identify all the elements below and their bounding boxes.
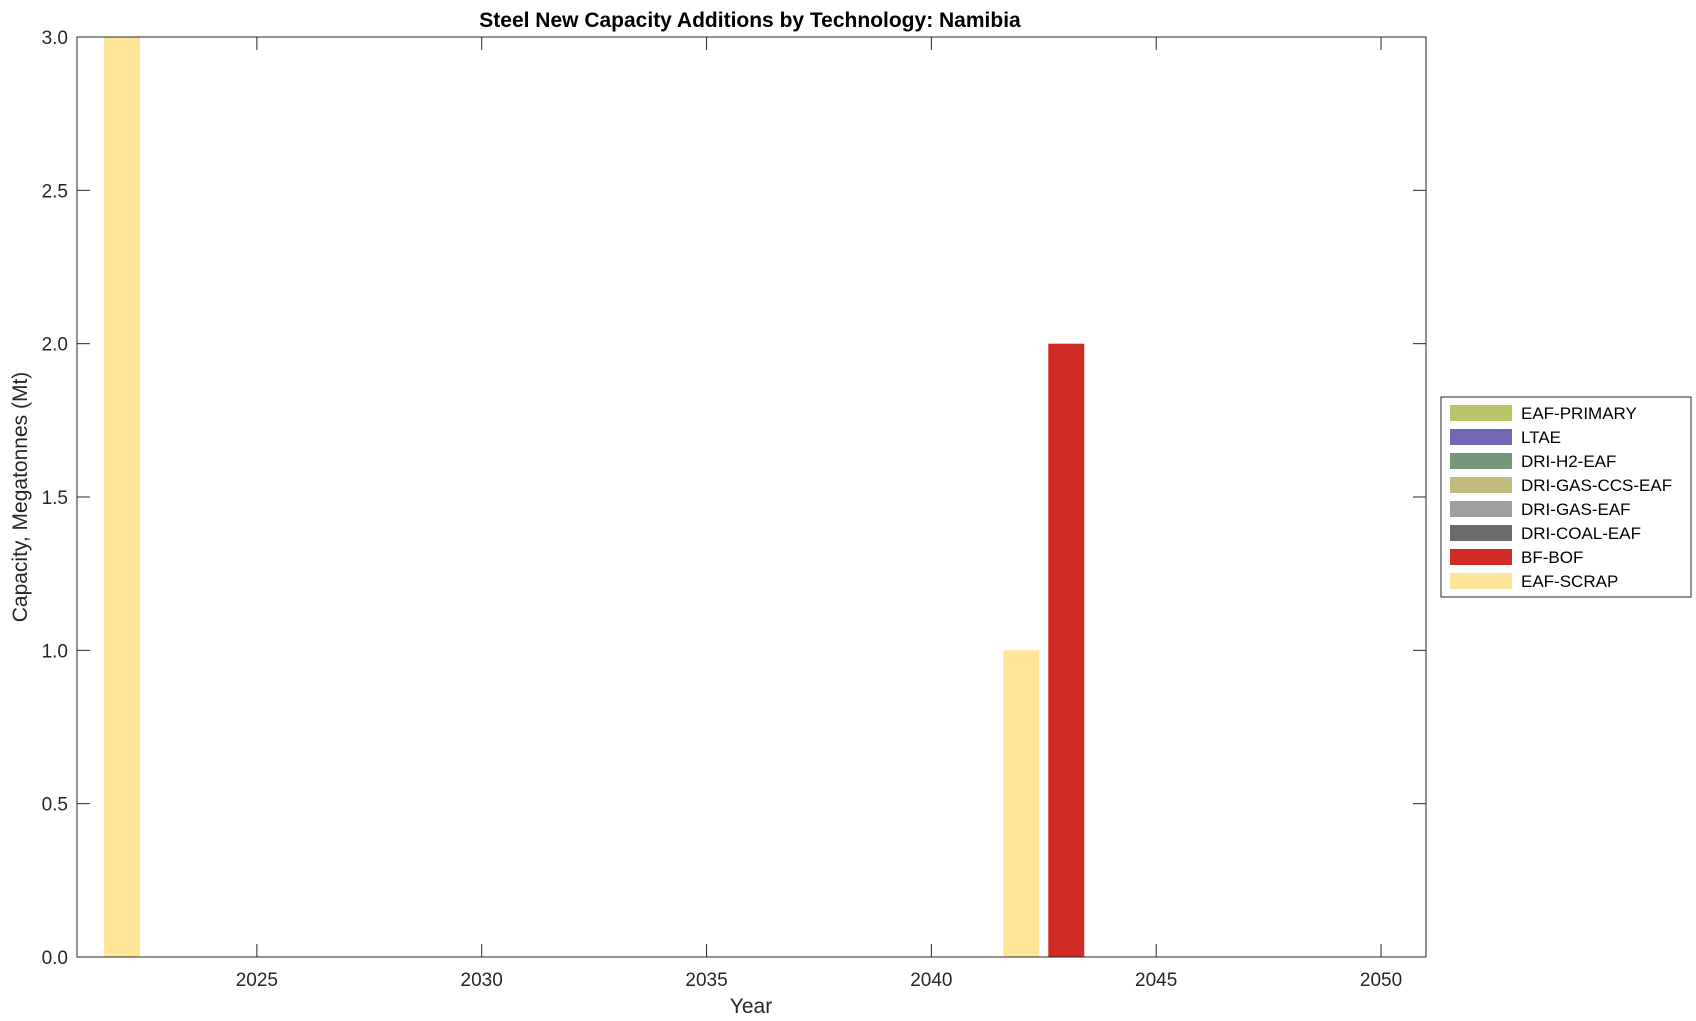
legend-label: EAF-SCRAP <box>1521 572 1618 591</box>
legend-swatch <box>1450 405 1512 421</box>
y-tick-label: 3.0 <box>42 28 68 49</box>
y-tick-label: 2.0 <box>42 335 68 356</box>
legend-label: DRI-H2-EAF <box>1521 452 1616 471</box>
legend-swatch <box>1450 525 1512 541</box>
legend-swatch <box>1450 549 1512 565</box>
x-axis-label: Year <box>730 995 772 1018</box>
x-tick-label: 2030 <box>461 970 503 991</box>
legend-label: EAF-PRIMARY <box>1521 404 1637 423</box>
legend-swatch <box>1450 501 1512 517</box>
bar-eaf-scrap-2042 <box>1003 650 1040 957</box>
legend-swatch <box>1450 573 1512 589</box>
x-tick-label: 2050 <box>1360 970 1402 991</box>
x-tick-label: 2045 <box>1135 970 1177 991</box>
plot-area: 2025 2030 2035 2040 2045 2050 0.0 0.5 1.0 1.5 2.0 2… <box>42 28 1427 991</box>
bars-layer <box>103 37 1085 958</box>
legend-frame <box>1440 396 1692 598</box>
y-tick-label: 1.0 <box>42 641 68 662</box>
x-tick-label: 2040 <box>910 970 952 991</box>
legend-swatch <box>1450 477 1512 493</box>
legend-items: EAF-PRIMARY LTAE DRI-H2-EAF DRI-GAS-CCS-EAF… <box>1450 404 1672 591</box>
legend-label: DRI-GAS-EAF <box>1521 500 1631 519</box>
legend: EAF-PRIMARY LTAE DRI-H2-EAF DRI-GAS-CCS-EAF… <box>1440 396 1692 598</box>
legend-swatch <box>1450 429 1512 445</box>
y-tick-label: 0.5 <box>42 795 68 816</box>
x-tick-label: 2025 <box>236 970 278 991</box>
legend-label: DRI-COAL-EAF <box>1521 524 1641 543</box>
y-axis-label: Capacity, Megatonnes (Mt) <box>9 372 32 623</box>
y-tick-label: 1.5 <box>42 488 68 509</box>
legend-swatch <box>1450 453 1512 469</box>
y-tick-label: 0.0 <box>42 948 68 969</box>
x-tick-label: 2035 <box>685 970 727 991</box>
legend-label: DRI-GAS-CCS-EAF <box>1521 476 1672 495</box>
chart-title: Steel New Capacity Additions by Technolo… <box>479 9 1021 32</box>
axis-ticks: 2025 2030 2035 2040 2045 2050 0.0 0.5 1.0 1.5 2.0 2… <box>42 28 1426 991</box>
bar-eaf-scrap-2022 <box>103 37 140 957</box>
legend-label: LTAE <box>1521 428 1561 447</box>
axes-frame <box>76 36 1427 958</box>
bar-bf-bof-2043 <box>1048 343 1085 958</box>
y-tick-label: 2.5 <box>42 181 68 202</box>
legend-label: BF-BOF <box>1521 548 1583 567</box>
